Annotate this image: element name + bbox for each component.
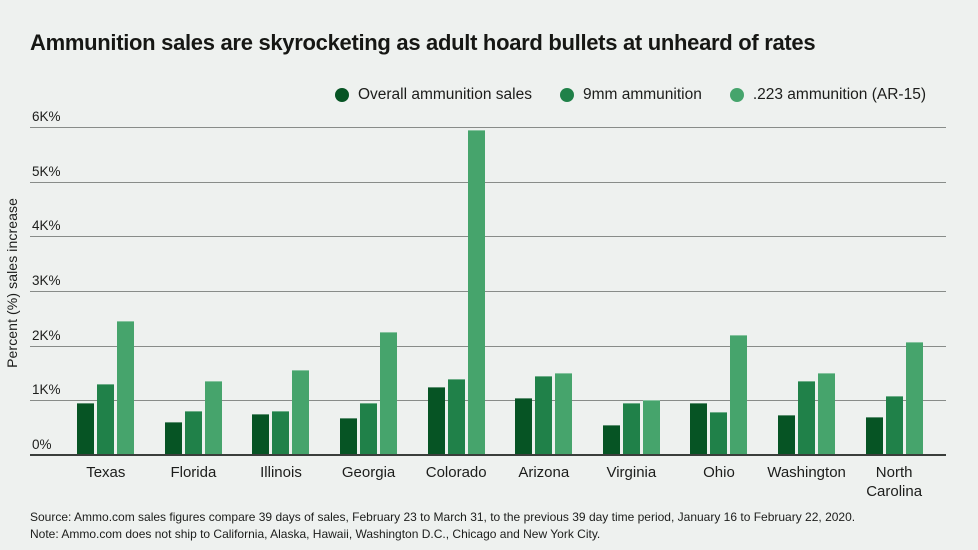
x-axis-label-north-carolina: North Carolina bbox=[866, 464, 923, 500]
bar-florida-series-1 bbox=[184, 411, 202, 455]
bar-colorado-series-2 bbox=[467, 129, 485, 455]
legend-dot-icon bbox=[729, 88, 744, 102]
y-tick-label: 5K% bbox=[32, 163, 61, 179]
x-axis-label-florida: Florida bbox=[170, 464, 217, 481]
y-tick-label: 3K% bbox=[32, 273, 61, 288]
bar-ohio-series-0 bbox=[690, 403, 708, 455]
bar-georgia-series-1 bbox=[360, 403, 378, 455]
gridline bbox=[30, 400, 946, 402]
bar-virginia-series-1 bbox=[622, 403, 640, 455]
legend-dot-icon bbox=[334, 88, 349, 102]
x-axis-labels: Texas Florida Illinois Georgia Colorado Arizo… bbox=[62, 464, 938, 502]
gridline bbox=[30, 345, 946, 347]
bar-illinois-series-0 bbox=[252, 414, 270, 455]
bar-florida-series-0 bbox=[164, 422, 182, 455]
chart-title: Ammunition sales are skyrocketing as adu… bbox=[30, 30, 816, 55]
bar-north-carolina-series-2 bbox=[905, 341, 923, 455]
y-tick-label: 1K% bbox=[32, 382, 61, 398]
legend-label: Overall ammunition sales bbox=[357, 86, 532, 103]
gridline bbox=[30, 291, 946, 292]
bar-virginia-series-2 bbox=[642, 400, 660, 455]
bar-colorado-series-1 bbox=[447, 378, 465, 455]
plot-area: 0% 1K% 2K% 3K% 4K% 5K% 6K% bbox=[30, 109, 946, 456]
y-tick-label: 0% bbox=[32, 437, 52, 452]
y-tick-label: 2K% bbox=[32, 327, 61, 343]
x-axis-label-washington: Washington bbox=[767, 464, 846, 481]
bar-groups bbox=[62, 110, 938, 455]
bar-georgia-series-0 bbox=[340, 417, 358, 455]
bar-group-ohio bbox=[675, 110, 763, 455]
bar-arizona-series-2 bbox=[555, 373, 573, 455]
x-axis-label-virginia: Virginia bbox=[606, 464, 657, 481]
bar-georgia-series-2 bbox=[380, 332, 398, 455]
bar-group-north-carolina bbox=[850, 110, 938, 455]
x-axis-label-colorado: Colorado bbox=[425, 464, 487, 481]
bar-group-georgia bbox=[325, 110, 413, 455]
x-axis-label-texas: Texas bbox=[86, 464, 126, 481]
x-axis-label-georgia: Georgia bbox=[341, 464, 396, 481]
bar-group-florida bbox=[150, 110, 238, 455]
bar-group-illinois bbox=[237, 110, 325, 455]
bar-ohio-series-2 bbox=[730, 334, 748, 455]
x-axis-baseline bbox=[30, 454, 946, 456]
bar-florida-series-2 bbox=[204, 381, 222, 455]
legend-item-0: Overall ammunition sales bbox=[334, 86, 532, 104]
y-axis-title: Percent (%) sales increase bbox=[4, 198, 20, 368]
legend-label: .223 ammunition (AR-15) bbox=[752, 86, 926, 103]
bar-group-virginia bbox=[588, 110, 676, 455]
bar-group-colorado bbox=[412, 110, 500, 455]
bar-illinois-series-1 bbox=[272, 411, 290, 455]
x-axis-label-illinois: Illinois bbox=[260, 464, 302, 481]
y-tick-label: 6K% bbox=[32, 109, 61, 124]
bar-colorado-series-0 bbox=[427, 386, 445, 455]
chart-legend: Overall ammunition sales 9mm ammunition .2… bbox=[334, 86, 926, 104]
bar-washington-series-2 bbox=[818, 373, 836, 455]
x-axis-label-arizona: Arizona bbox=[518, 464, 570, 481]
legend-dot-icon bbox=[559, 88, 574, 102]
bar-north-carolina-series-0 bbox=[865, 416, 883, 455]
bar-group-arizona bbox=[500, 110, 588, 455]
gridline bbox=[30, 236, 946, 238]
bar-illinois-series-2 bbox=[292, 370, 310, 455]
legend-label: 9mm ammunition bbox=[582, 86, 702, 103]
bar-group-texas bbox=[62, 110, 150, 455]
bar-virginia-series-0 bbox=[602, 424, 620, 455]
bar-ohio-series-1 bbox=[710, 412, 728, 455]
bar-texas-series-1 bbox=[97, 383, 115, 455]
bar-washington-series-1 bbox=[798, 381, 816, 455]
bar-texas-series-0 bbox=[77, 403, 95, 455]
y-tick-label: 4K% bbox=[32, 218, 61, 234]
x-axis-label-ohio: Ohio bbox=[703, 464, 735, 481]
chart-footer: Source: Ammo.com sales figures compare 3… bbox=[30, 509, 855, 543]
bar-washington-series-0 bbox=[778, 414, 796, 455]
ship-note: Note: Ammo.com does not ship to Californ… bbox=[30, 527, 601, 542]
bar-arizona-series-0 bbox=[515, 397, 533, 455]
source-note: Source: Ammo.com sales figures compare 3… bbox=[30, 510, 856, 524]
gridline bbox=[30, 181, 946, 183]
bar-group-washington bbox=[763, 110, 851, 455]
bar-texas-series-2 bbox=[117, 321, 135, 455]
legend-item-2: .223 ammunition (AR-15) bbox=[729, 86, 926, 104]
legend-item-1: 9mm ammunition bbox=[559, 86, 702, 104]
gridline bbox=[30, 127, 946, 128]
bar-north-carolina-series-1 bbox=[885, 396, 903, 455]
bar-arizona-series-1 bbox=[535, 375, 553, 455]
